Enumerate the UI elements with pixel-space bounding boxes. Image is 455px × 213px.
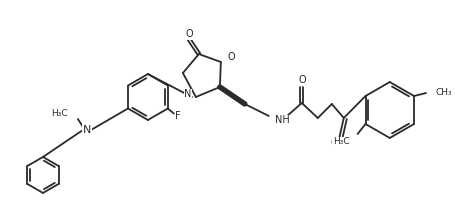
Text: CH₃: CH₃ (435, 88, 452, 96)
Text: O: O (185, 29, 192, 39)
Text: O: O (298, 75, 305, 85)
Text: N: N (184, 89, 191, 99)
Text: H₃C: H₃C (51, 109, 68, 118)
Text: O: O (227, 52, 234, 62)
Text: H₃C: H₃C (332, 137, 349, 147)
Text: O: O (330, 138, 338, 148)
Text: NH: NH (274, 115, 289, 125)
Text: N: N (82, 125, 91, 135)
Text: F: F (175, 111, 180, 121)
